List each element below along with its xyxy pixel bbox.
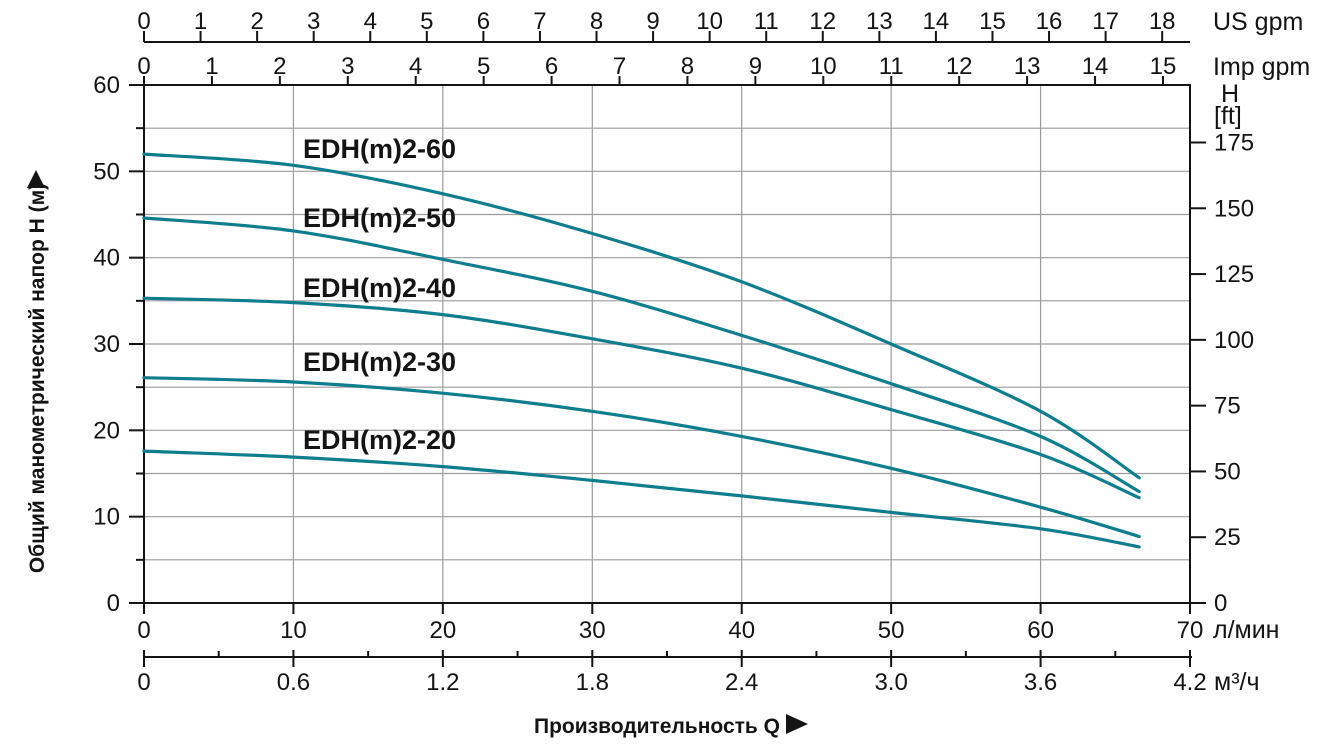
- tick-label: 40: [728, 617, 755, 644]
- tick-label: 13: [866, 8, 893, 35]
- tick-label: 150: [1214, 195, 1254, 222]
- tick-label: 40: [93, 245, 120, 272]
- tick-label: 4.2: [1173, 669, 1206, 696]
- tick-label: 16: [1036, 8, 1063, 35]
- tick-label: 2: [250, 8, 263, 35]
- tick-label: 50: [1214, 458, 1241, 485]
- curve-2: [142, 296, 1141, 500]
- tick-label: 0: [107, 590, 120, 617]
- tick-label: 4: [409, 53, 422, 80]
- lmin-unit-label: л/мин: [1213, 616, 1280, 644]
- tick-label: 70: [1177, 617, 1204, 644]
- tick-label: 7: [613, 53, 626, 80]
- tick-label: 0: [1214, 590, 1227, 617]
- tick-label: 7: [533, 8, 546, 35]
- x-axis-title-text: Производительность Q: [534, 715, 780, 738]
- curve-4: [142, 449, 1141, 549]
- head-ft-axis: 0 25 50 75 100 125 150 175 H[ft]: [1190, 80, 1254, 617]
- tick-label: 12: [946, 53, 973, 80]
- tick-label: 9: [646, 8, 659, 35]
- y-axis-title: Общий манометрический напор H (м): [26, 170, 49, 573]
- m3h-unit-label: м³/ч: [1214, 668, 1259, 696]
- tick-label: 125: [1214, 261, 1254, 288]
- tick-label: 15: [979, 8, 1006, 35]
- tick-label: 8: [681, 53, 694, 80]
- tick-label: 1.8: [576, 669, 609, 696]
- tick-label: 10: [280, 617, 307, 644]
- us-gpm-unit-label: US gpm: [1213, 8, 1303, 36]
- tick-label: 5: [477, 53, 490, 80]
- tick-label: 10: [93, 504, 120, 531]
- tick-label: 9: [749, 53, 762, 80]
- ft-unit-label-h: H: [1221, 80, 1239, 108]
- m3h-axis: 0 0.6 1.2 1.8 2.4 3.0 3.6 4.2 м³/ч: [137, 650, 1259, 696]
- tick-label: 5: [420, 8, 433, 35]
- ft-unit-label-ft: [ft]: [1214, 102, 1242, 130]
- tick-label: 11: [754, 8, 779, 35]
- curve-3: [142, 376, 1141, 539]
- right-arrow-icon: [786, 714, 808, 734]
- imp-gpm-axis: 0 1 2 3 4 5 6 7 8 9 10 11 12 13 14 15 Imp gpm: [137, 53, 1310, 85]
- tick-label: 0: [137, 669, 150, 696]
- tick-label: 75: [1214, 393, 1241, 420]
- curve-label-3: EDH(m)2-30: [303, 347, 456, 377]
- tick-label: 13: [1014, 53, 1041, 80]
- tick-label: 0: [137, 53, 150, 80]
- tick-label: 11: [879, 53, 904, 80]
- tick-label: 14: [1082, 53, 1109, 80]
- tick-label: 30: [93, 331, 120, 358]
- tick-label: 4: [364, 8, 377, 35]
- tick-label: 8: [590, 8, 603, 35]
- tick-label: 1.2: [426, 669, 459, 696]
- tick-label: 100: [1214, 327, 1254, 354]
- tick-label: 50: [93, 158, 120, 185]
- tick-label: 2: [273, 53, 286, 80]
- tick-label: 25: [1214, 524, 1241, 551]
- tick-label: 3: [341, 53, 354, 80]
- tick-label: 12: [809, 8, 836, 35]
- up-arrow-icon: [27, 170, 45, 188]
- curve-label-2: EDH(m)2-40: [303, 273, 456, 303]
- tick-label: 6: [477, 8, 490, 35]
- tick-label: 18: [1149, 8, 1176, 35]
- imp-gpm-unit-label: Imp gpm: [1213, 53, 1310, 81]
- tick-label: 20: [430, 617, 457, 644]
- tick-label: 3.0: [874, 669, 907, 696]
- tick-label: 10: [810, 53, 837, 80]
- tick-label: 50: [878, 617, 905, 644]
- lmin-axis: 0 10 20 30 40 50 60 70 л/мин: [137, 603, 1280, 644]
- curve-label-0: EDH(m)2-60: [303, 134, 456, 164]
- head-m-axis: 0 10 20 30 40 50 60: [93, 72, 144, 617]
- y-axis-title-text: Общий манометрический напор H (м): [26, 183, 49, 573]
- tick-label: 1: [194, 8, 207, 35]
- tick-label: 17: [1092, 8, 1119, 35]
- tick-label: 2.4: [725, 669, 758, 696]
- curve-label-1: EDH(m)2-50: [303, 203, 456, 233]
- curve-label-4: EDH(m)2-20: [303, 425, 456, 455]
- tick-label: 0: [137, 8, 150, 35]
- curve-0: [142, 152, 1141, 480]
- tick-label: 3.6: [1024, 669, 1057, 696]
- tick-label: 60: [93, 72, 120, 99]
- tick-label: 60: [1027, 617, 1054, 644]
- us-gpm-axis: 0 1 2 3 4 5 6 7 8 9 10 11 12 13 14 15 16 17 18 US gpm: [137, 8, 1303, 43]
- tick-label: 14: [923, 8, 950, 35]
- tick-label: 6: [545, 53, 558, 80]
- pump-curves: [142, 152, 1141, 549]
- tick-label: 3: [307, 8, 320, 35]
- tick-label: 175: [1214, 129, 1254, 156]
- x-axis-title: Производительность Q: [534, 714, 808, 738]
- tick-label: 20: [93, 417, 120, 444]
- tick-label: 1: [205, 53, 218, 80]
- tick-label: 0.6: [277, 669, 310, 696]
- tick-label: 15: [1150, 53, 1177, 80]
- gridlines: [144, 85, 1190, 603]
- curve-1: [142, 216, 1141, 494]
- tick-label: 0: [137, 617, 150, 644]
- tick-label: 30: [579, 617, 606, 644]
- tick-label: 10: [696, 8, 723, 35]
